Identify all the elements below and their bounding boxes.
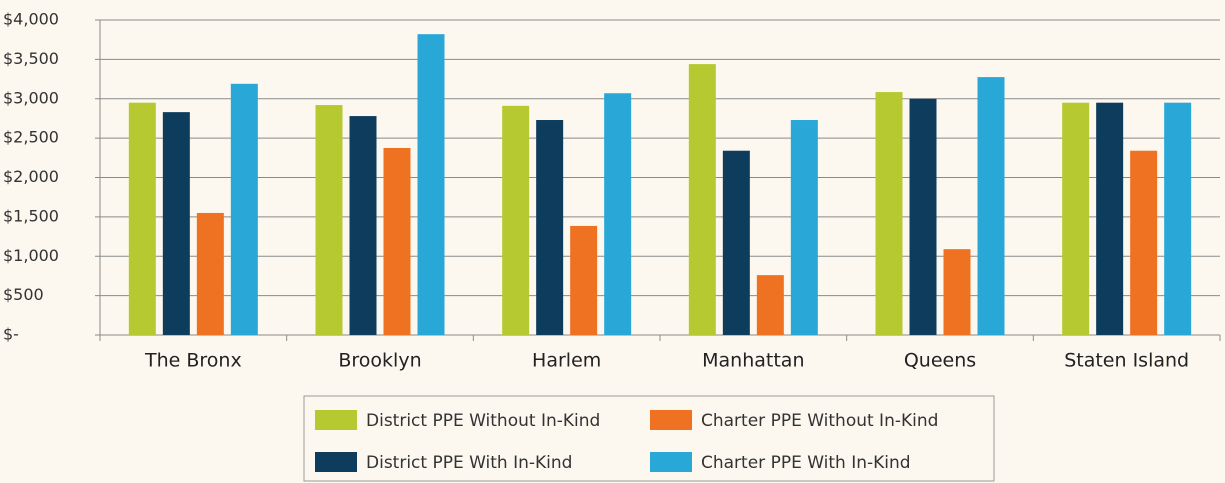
y-tick-label: $4,000 bbox=[3, 10, 59, 29]
bar bbox=[604, 93, 632, 335]
bar bbox=[688, 64, 716, 335]
bar bbox=[756, 275, 784, 335]
legend-swatch bbox=[315, 452, 357, 472]
y-tick-label: $2,000 bbox=[3, 167, 59, 186]
y-tick-label: $- bbox=[3, 325, 19, 344]
x-tick-label: Manhattan bbox=[702, 350, 804, 372]
bar bbox=[315, 105, 343, 335]
y-tick-label: $2,500 bbox=[3, 128, 59, 147]
legend-swatch bbox=[315, 410, 357, 430]
bar bbox=[909, 98, 937, 335]
bar bbox=[536, 120, 564, 335]
x-tick-label: Harlem bbox=[532, 350, 601, 372]
x-tick-label: Staten Island bbox=[1064, 350, 1189, 372]
y-tick-label: $1,500 bbox=[3, 206, 59, 225]
bar bbox=[943, 249, 971, 335]
bar bbox=[349, 116, 377, 335]
x-tick-label: The Bronx bbox=[144, 350, 242, 372]
bar bbox=[1062, 102, 1090, 335]
x-tick-label: Brooklyn bbox=[338, 350, 421, 372]
bar bbox=[417, 34, 445, 336]
bar bbox=[196, 212, 224, 335]
bar bbox=[230, 83, 258, 335]
bar bbox=[875, 92, 903, 336]
y-tick-label: $3,000 bbox=[3, 88, 59, 107]
bar bbox=[1096, 102, 1124, 335]
bar bbox=[570, 225, 598, 335]
legend-label: District PPE With In-Kind bbox=[366, 453, 572, 473]
legend-box bbox=[303, 395, 995, 482]
y-tick-label: $500 bbox=[3, 285, 44, 304]
bar bbox=[1130, 150, 1158, 335]
bar bbox=[162, 112, 190, 335]
bar bbox=[1164, 102, 1192, 335]
y-tick-label: $1,000 bbox=[3, 246, 59, 265]
legend-swatch bbox=[650, 410, 692, 430]
bar bbox=[790, 120, 818, 335]
bar bbox=[977, 77, 1005, 335]
bar bbox=[128, 102, 156, 335]
legend-label: District PPE Without In-Kind bbox=[366, 411, 600, 431]
bar bbox=[383, 147, 411, 335]
legend-label: Charter PPE Without In-Kind bbox=[701, 411, 938, 431]
x-tick-label: Queens bbox=[904, 350, 976, 372]
bar bbox=[502, 105, 530, 336]
y-tick-label: $3,500 bbox=[3, 49, 59, 68]
legend-swatch bbox=[650, 452, 692, 472]
bar bbox=[722, 150, 750, 335]
legend-label: Charter PPE With In-Kind bbox=[701, 453, 911, 473]
